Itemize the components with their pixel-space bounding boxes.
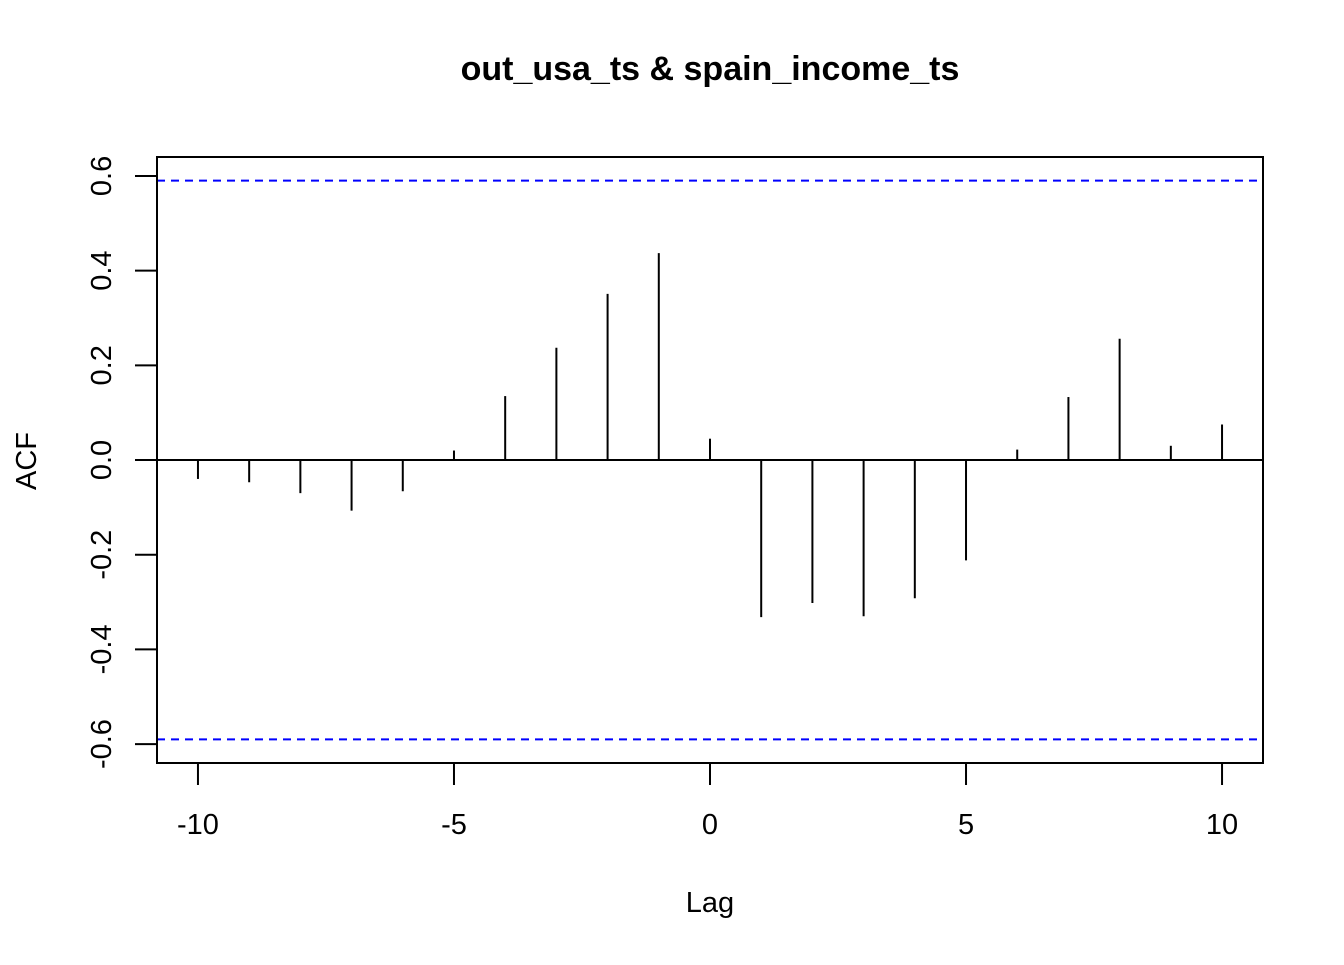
chart-title: out_usa_ts & spain_income_ts [461, 50, 960, 88]
y-tick-label: -0.4 [86, 624, 118, 674]
y-tick-label: 0.0 [86, 440, 118, 480]
x-tick-label: -5 [441, 809, 467, 841]
y-tick-label: 0.2 [86, 345, 118, 385]
y-tick-label: 0.6 [86, 156, 118, 196]
plot-layer: -10 -5 0 5 10 -0.6 -0.4 -0.2 0.0 0.2 0.4 0.6 [86, 156, 1263, 841]
x-tick-label: 0 [702, 809, 718, 841]
x-tick-label: 5 [958, 809, 974, 841]
y-tick-label: -0.2 [86, 530, 118, 580]
x-tick-label: 10 [1206, 809, 1238, 841]
x-tick-label: -10 [177, 809, 219, 841]
x-axis-label: Lag [686, 887, 734, 919]
y-axis-label: ACF [11, 432, 43, 490]
y-tick-label: -0.6 [86, 719, 118, 769]
y-tick-label: 0.4 [86, 250, 118, 290]
